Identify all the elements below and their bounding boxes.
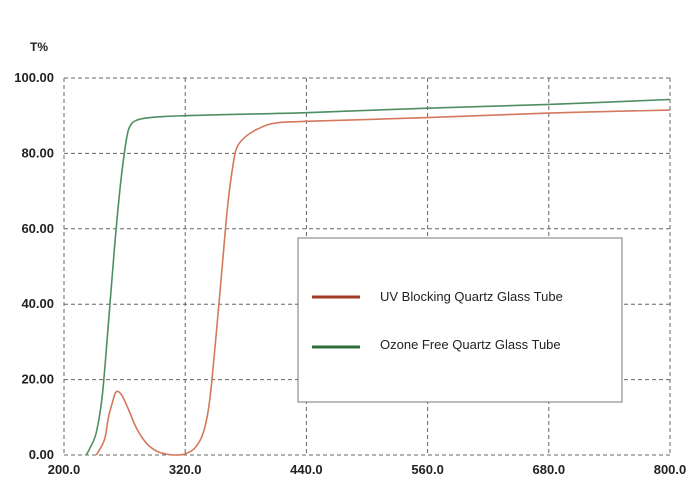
legend-label-uv-blocking: UV Blocking Quartz Glass Tube [380,289,563,304]
series-line-uv-blocking [95,109,671,456]
y-tick-label: 80.00 [21,145,54,160]
y-tick-labels: 0.00 20.00 40.00 60.00 80.00 100.00 [14,70,54,462]
y-tick-label: 60.00 [21,221,54,236]
x-tick-label: 800.0 [654,462,687,477]
legend: UV Blocking Quartz Glass Tube Ozone Free… [297,237,623,403]
x-tick-labels: 200.0 320.0 440.0 560.0 680.0 800.0 [48,462,687,477]
chart-series [85,98,671,456]
y-tick-label: 20.00 [21,372,54,387]
legend-label-ozone-free: Ozone Free Quartz Glass Tube [380,337,561,352]
series-line-ozone-free [85,98,671,456]
x-tick-label: 560.0 [411,462,444,477]
y-axis-label: T% [30,40,48,54]
y-tick-label: 100.00 [14,70,54,85]
legend-box [297,237,623,403]
y-tick-label: 40.00 [21,296,54,311]
y-tick-label: 0.00 [29,447,54,462]
x-tick-label: 440.0 [290,462,323,477]
x-tick-label: 320.0 [169,462,202,477]
x-tick-label: 680.0 [533,462,566,477]
x-tick-label: 200.0 [48,462,81,477]
